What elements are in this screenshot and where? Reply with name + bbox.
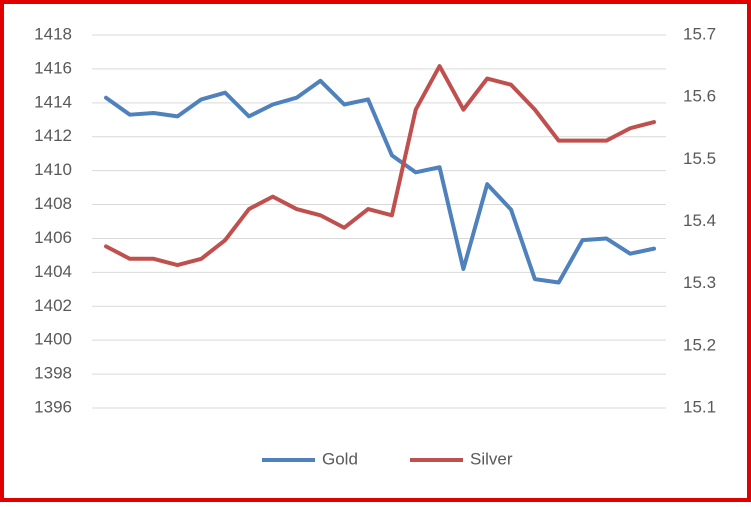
y-tick-label: 1416	[34, 58, 72, 77]
legend-label: Gold	[322, 449, 358, 468]
y-tick-label: 1406	[34, 228, 72, 247]
y-tick-label: 1402	[34, 296, 72, 315]
y2-tick-label: 15.1	[683, 397, 716, 416]
y-tick-label: 1398	[34, 364, 72, 383]
y-tick-label: 1412	[34, 126, 72, 145]
series-line	[104, 78, 656, 285]
y2-tick-label: 15.6	[683, 87, 716, 106]
y2-tick-label: 15.7	[683, 24, 716, 43]
y-tick-label: 1400	[34, 330, 72, 349]
y2-tick-label: 15.4	[683, 211, 716, 230]
y-tick-label: 1414	[34, 92, 72, 111]
y-tick-label: 1410	[34, 160, 72, 179]
y-tick-label: 1396	[34, 397, 72, 416]
y-tick-label: 1404	[34, 262, 72, 281]
series-line	[104, 64, 656, 268]
y-tick-label: 1408	[34, 194, 72, 213]
legend-label: Silver	[470, 449, 513, 468]
y-tick-label: 1418	[34, 24, 72, 43]
y2-tick-label: 15.3	[683, 273, 716, 292]
y2-tick-label: 15.5	[683, 149, 716, 168]
y2-tick-label: 15.2	[683, 335, 716, 354]
